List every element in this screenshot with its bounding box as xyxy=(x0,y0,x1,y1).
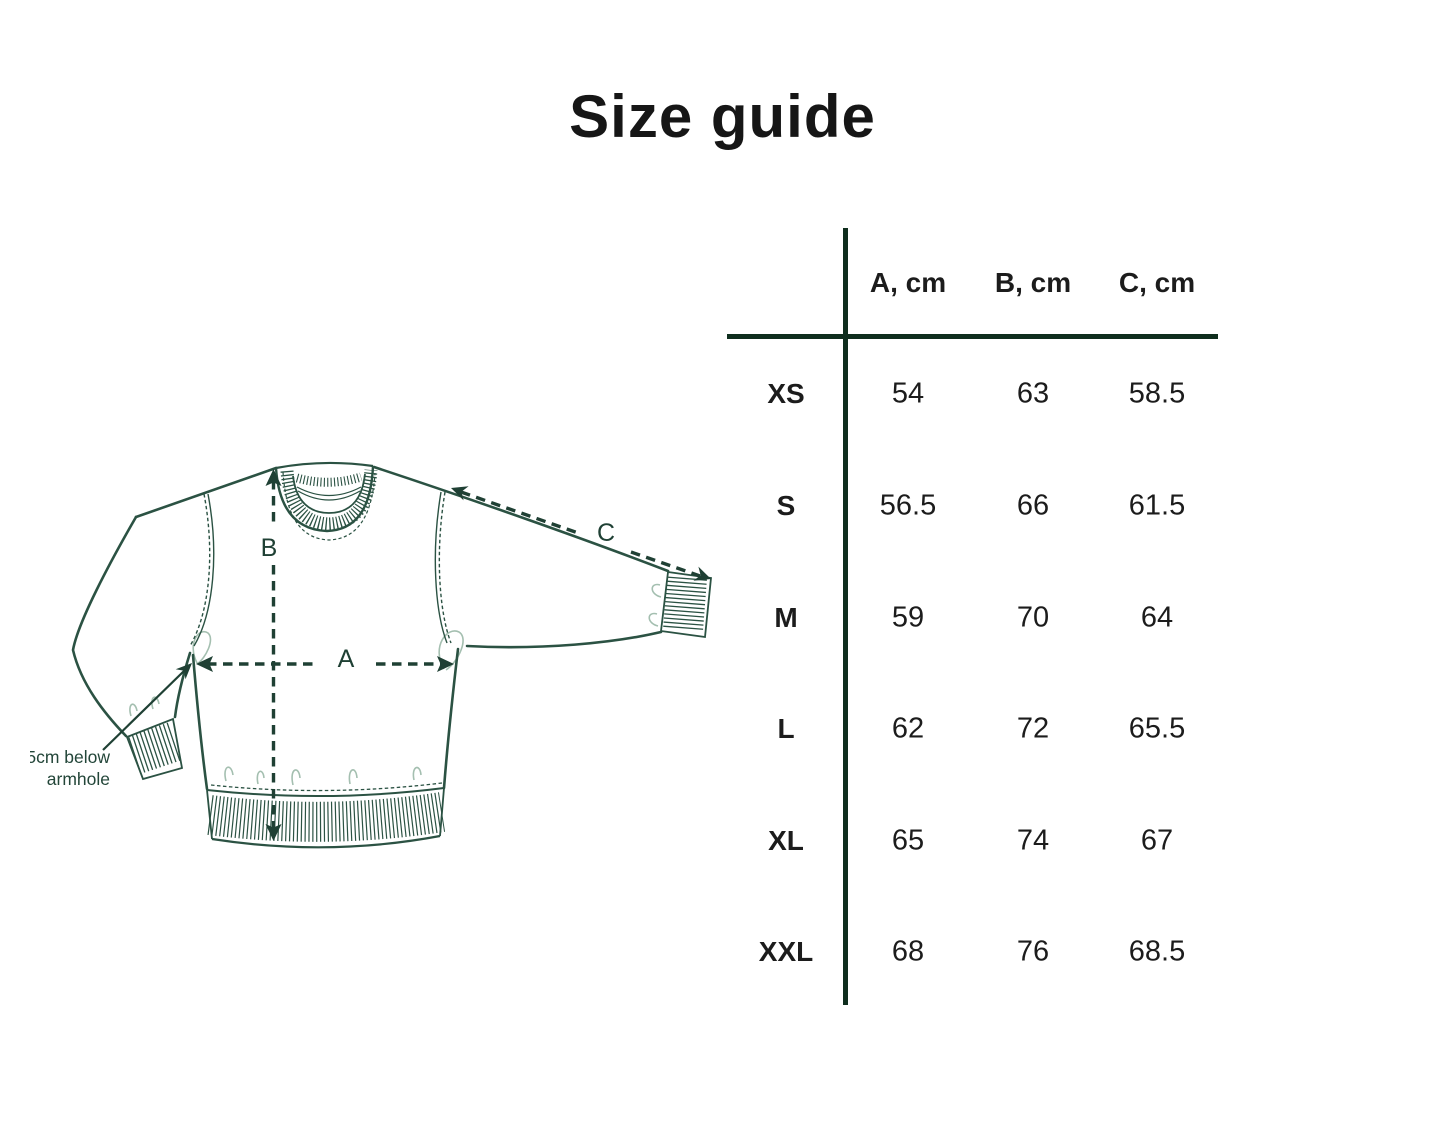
value-xxl-c: 68.5 xyxy=(1128,935,1186,968)
right-cuff xyxy=(660,570,712,639)
body-left-edge xyxy=(191,653,209,791)
collar-outer-edge xyxy=(274,465,375,533)
arrow-note-icon xyxy=(175,663,192,680)
collar-ribbing xyxy=(280,469,378,531)
value-xs-a: 54 xyxy=(891,377,925,410)
value-l-c: 65.5 xyxy=(1128,712,1186,745)
body-right-edge xyxy=(442,647,460,790)
waistband xyxy=(206,782,446,849)
arrow-b-up-icon xyxy=(265,469,282,486)
size-label-m: M xyxy=(774,602,798,633)
note-line1: 2.5cm below xyxy=(30,747,110,767)
value-m-b: 70 xyxy=(1016,601,1050,634)
collar-inner-edge xyxy=(292,473,366,514)
left-sleeve-inner xyxy=(173,651,192,719)
size-label-s: S xyxy=(776,490,796,521)
left-armhole-seam xyxy=(193,493,215,647)
value-s-c: 61.5 xyxy=(1128,489,1186,522)
left-cuff-outline xyxy=(125,717,184,781)
size-label-l: L xyxy=(777,713,795,744)
back-neck-seam-1 xyxy=(296,486,362,496)
value-xl-a: 65 xyxy=(891,824,925,857)
wrinkle-curls xyxy=(129,583,662,786)
back-neck-seam-2 xyxy=(297,490,361,501)
right-cuff-ribbing xyxy=(663,576,707,632)
right-armhole-stitch xyxy=(438,491,452,644)
waistband-right-edge xyxy=(439,787,445,837)
label-b: B xyxy=(261,534,278,562)
arrow-b-down-icon xyxy=(265,824,282,841)
column-header-b: B, cm xyxy=(994,267,1072,298)
waistband-bottom-edge xyxy=(211,834,441,849)
left-cuff-ribbing xyxy=(127,722,183,774)
left-armhole-stitch xyxy=(189,493,211,647)
sweatshirt-diagram: A B C 2.5cm below armhole xyxy=(30,461,712,849)
note-arrow-line xyxy=(102,669,186,751)
measure-c-line-upper xyxy=(460,490,582,536)
arrow-c-downright-icon xyxy=(693,566,711,581)
note-line2: armhole xyxy=(47,769,110,789)
value-l-a: 62 xyxy=(891,712,925,745)
size-label-xs: XS xyxy=(767,378,805,409)
left-shoulder-line xyxy=(134,466,278,519)
left-cuff xyxy=(125,717,184,781)
collar xyxy=(274,461,378,541)
measurement-lines xyxy=(207,480,701,830)
column-header-a: A, cm xyxy=(869,267,947,298)
size-label-xxl: XXL xyxy=(758,936,814,967)
table-horizontal-divider xyxy=(727,334,1218,339)
value-s-b: 66 xyxy=(1016,489,1050,522)
left-sleeve-outer xyxy=(71,515,138,738)
right-sleeve-top xyxy=(372,465,670,573)
arrowheads xyxy=(175,469,711,841)
arrow-a-left-icon xyxy=(196,656,213,672)
arrow-c-upleft-icon xyxy=(451,486,469,501)
measure-c-line-lower xyxy=(630,550,701,578)
collar-stitch-line xyxy=(282,471,376,541)
value-l-b: 72 xyxy=(1016,712,1050,745)
garment-outline xyxy=(71,465,670,791)
back-collar-ribbing xyxy=(295,472,363,487)
right-sleeve-underarm xyxy=(465,630,663,649)
value-xxl-b: 76 xyxy=(1016,935,1050,968)
table-vertical-divider xyxy=(843,228,848,1005)
waistband-stitch-line xyxy=(210,782,443,792)
value-xs-b: 63 xyxy=(1016,377,1050,410)
waistband-ribbing xyxy=(207,792,446,842)
value-xs-c: 58.5 xyxy=(1128,377,1186,410)
value-xl-b: 74 xyxy=(1016,824,1050,857)
column-header-c: C, cm xyxy=(1118,267,1196,298)
value-m-a: 59 xyxy=(891,601,925,634)
label-c: C xyxy=(597,519,615,547)
value-s-a: 56.5 xyxy=(879,489,937,522)
value-m-c: 64 xyxy=(1140,601,1174,634)
arrow-a-right-icon xyxy=(437,656,454,672)
waistband-top-edge xyxy=(206,787,445,798)
value-xxl-a: 68 xyxy=(891,935,925,968)
right-armhole-seam xyxy=(434,491,448,644)
waistband-left-edge xyxy=(206,789,213,840)
size-label-xl: XL xyxy=(768,825,804,856)
page-title: Size guide xyxy=(569,83,876,150)
label-a: A xyxy=(338,645,355,673)
value-xl-c: 67 xyxy=(1140,824,1174,857)
armhole-seams xyxy=(189,491,452,647)
collar-top-edge xyxy=(275,461,374,470)
